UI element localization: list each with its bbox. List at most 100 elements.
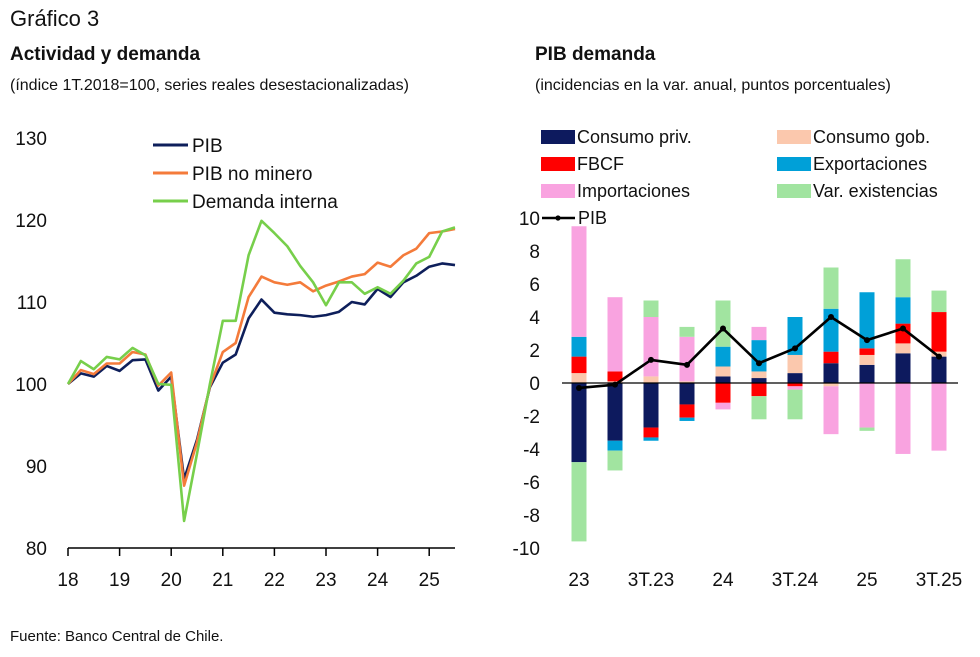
- x-tick-label: 3T.24: [772, 570, 819, 591]
- series-line-pib-no-minero: [67, 227, 456, 487]
- bar-segment-consumo-priv: [751, 378, 767, 383]
- y-tick-label: 4: [529, 308, 540, 329]
- bar-segment-fbcf: [571, 356, 587, 374]
- legend-label: PIB: [192, 136, 223, 157]
- y-tick-label: -8: [523, 506, 540, 527]
- bar-segment-consumo-priv: [859, 364, 875, 383]
- bar-segment-consumo-priv: [823, 363, 839, 383]
- legend-swatch: [777, 184, 811, 198]
- x-tick-label: 18: [57, 570, 78, 591]
- pib-marker: [648, 356, 654, 363]
- bar-segment-fbcf: [931, 312, 947, 352]
- bar-segment-fbcf: [751, 383, 767, 397]
- bar-segment-fbcf: [859, 348, 875, 355]
- bar-segment-importaciones: [679, 336, 695, 382]
- bar-segment-importaciones: [607, 297, 623, 372]
- x-tick-label: 24: [712, 570, 734, 591]
- bar-segment-consumo-gob: [643, 376, 659, 383]
- bar-segment-var-existencias: [931, 290, 947, 313]
- bar-segment-var-existencias: [715, 300, 731, 347]
- pib-marker: [828, 314, 834, 320]
- legend-label: Var. existencias: [813, 181, 938, 201]
- pib-marker: [612, 381, 618, 388]
- bar-segment-consumo-priv: [607, 383, 623, 441]
- bar-segment-consumo-priv: [895, 353, 911, 383]
- y-tick-label: 6: [529, 275, 540, 296]
- bar-segment-var-existencias: [679, 326, 695, 337]
- pib-marker: [792, 345, 798, 352]
- y-tick-label: -6: [523, 473, 540, 494]
- bar-segment-exportaciones: [643, 437, 659, 441]
- y-tick-label: 100: [15, 375, 47, 396]
- pib-marker: [576, 384, 582, 391]
- bar-segment-importaciones: [931, 383, 947, 451]
- bar-segment-fbcf: [643, 427, 659, 438]
- bar-segment-fbcf: [715, 383, 731, 403]
- pib-marker: [936, 353, 942, 360]
- bar-segment-fbcf: [607, 371, 623, 382]
- x-tick-label: 25: [419, 570, 440, 591]
- legend-swatch: [777, 130, 811, 144]
- bar-segment-var-existencias: [571, 462, 587, 542]
- right-chart-title: PIB demanda: [535, 44, 656, 65]
- left-chart-title: Actividad y demanda: [10, 44, 201, 65]
- bar-segment-consumo-priv: [571, 383, 587, 463]
- source-note: Fuente: Banco Central de Chile.: [10, 628, 224, 645]
- x-tick-label: 3T.23: [628, 570, 674, 591]
- pib-marker: [864, 337, 870, 344]
- pib-marker: [684, 361, 690, 368]
- legend-label: PIB no minero: [192, 164, 312, 185]
- x-tick-label: 22: [264, 570, 285, 591]
- x-tick-label: 20: [161, 570, 182, 591]
- bar-segment-exportaciones: [859, 292, 875, 349]
- bar-segment-consumo-priv: [643, 383, 659, 428]
- bar-segment-var-existencias: [859, 427, 875, 431]
- y-tick-label: -2: [523, 407, 540, 428]
- bar-segment-importaciones: [715, 402, 731, 410]
- bar-segment-var-existencias: [895, 259, 911, 298]
- bar-segment-consumo-gob: [751, 371, 767, 379]
- bar-segment-consumo-priv: [679, 383, 695, 405]
- bar-segment-var-existencias: [787, 389, 803, 420]
- bar-segment-importaciones: [643, 317, 659, 377]
- bar-segment-fbcf: [823, 351, 839, 364]
- left-line-chart: 80 90 100 110 120 130 18 19 20 21 22 23 24 25 PIB PIB n…: [15, 129, 456, 591]
- bar-segment-importaciones: [895, 383, 911, 454]
- bar-segment-importaciones: [859, 383, 875, 428]
- legend-marker-pib: [555, 215, 561, 221]
- bar-segment-consumo-priv: [931, 356, 947, 383]
- bar-segment-consumo-gob: [715, 366, 731, 377]
- pib-marker: [900, 325, 906, 332]
- legend-swatch: [541, 184, 575, 198]
- bar-segment-consumo-gob: [859, 354, 875, 365]
- x-tick-label: 23: [315, 570, 336, 591]
- x-tick-label: 3T.25: [916, 570, 962, 591]
- legend-label: Importaciones: [577, 181, 690, 201]
- legend-label: FBCF: [577, 154, 624, 174]
- bar-segment-var-existencias: [823, 267, 839, 309]
- x-tick-label: 25: [856, 570, 877, 591]
- legend-swatch: [541, 130, 575, 144]
- bar-segment-exportaciones: [751, 340, 767, 372]
- y-tick-label: 8: [529, 242, 540, 263]
- bar-segment-exportaciones: [571, 336, 587, 357]
- bar-segment-exportaciones: [895, 297, 911, 324]
- pib-marker: [720, 325, 726, 332]
- figure-label: Gráfico 3: [10, 6, 100, 31]
- legend-label: Consumo priv.: [577, 127, 692, 147]
- legend-label: Demanda interna: [192, 192, 338, 213]
- bar-segment-importaciones: [787, 386, 803, 390]
- legend-label: Exportaciones: [813, 154, 927, 174]
- x-tick-label: 23: [568, 570, 589, 591]
- y-tick-label: -10: [513, 539, 540, 560]
- x-tick-label: 24: [367, 570, 389, 591]
- y-tick-label: 80: [26, 539, 47, 560]
- bar-segment-exportaciones: [715, 346, 731, 367]
- bar-segment-var-existencias: [607, 450, 623, 471]
- bar-segment-consumo-gob: [679, 381, 695, 383]
- right-chart-subtitle: (incidencias en la var. anual, puntos po…: [535, 77, 891, 94]
- bar-segment-importaciones: [571, 226, 587, 337]
- x-tick-label: 21: [212, 570, 233, 591]
- bar-segment-importaciones: [751, 326, 767, 341]
